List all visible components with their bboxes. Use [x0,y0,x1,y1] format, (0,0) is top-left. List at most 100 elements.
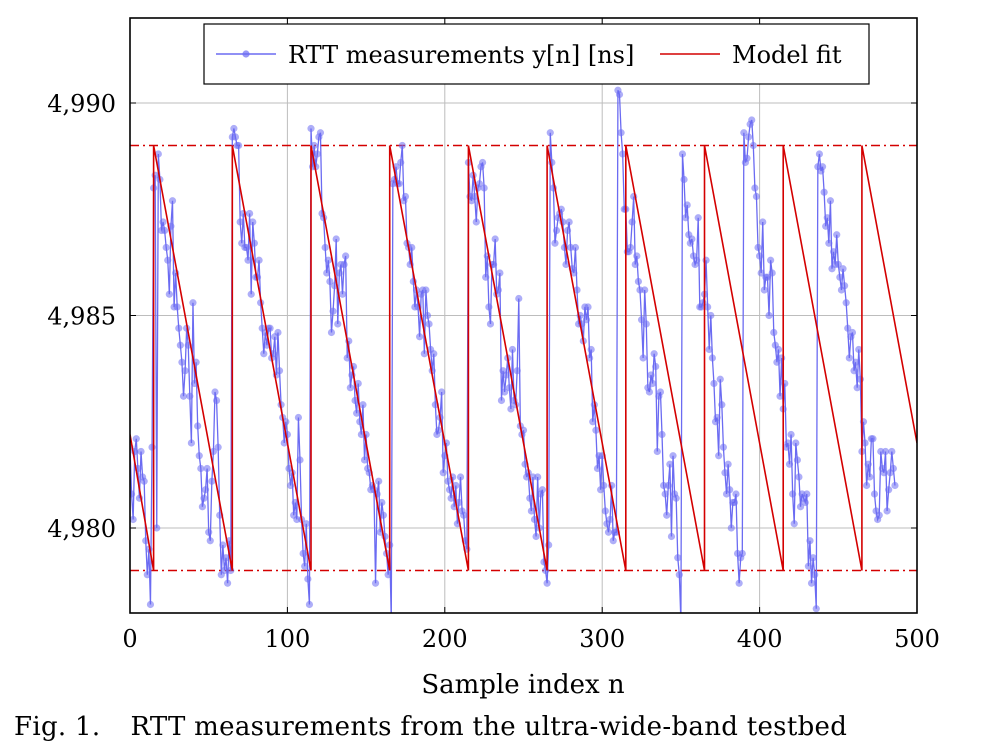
x-tick-label: 100 [264,625,310,653]
data-point [222,554,230,562]
data-point [661,490,669,498]
data-point [420,350,428,358]
data-point [186,392,194,400]
data-point [338,290,347,298]
data-point [189,299,197,307]
data-point [694,214,702,222]
data-point [639,354,647,362]
data-point [130,515,137,524]
data-point [316,129,325,137]
data-point [885,486,893,494]
x-tick-label: 0 [122,625,137,653]
data-point [244,256,252,264]
data-point [740,129,748,137]
data-point [719,443,728,451]
data-point [752,192,761,201]
data-point [759,218,767,226]
data-point [209,447,218,456]
data-point [637,316,646,324]
data-point [848,328,857,337]
data-point [329,307,337,315]
data-point [227,566,235,575]
data-point [631,260,639,269]
data-point [617,129,625,137]
data-point [883,507,891,515]
data-point [763,273,772,281]
y-tick-label: 4,985 [47,303,116,331]
data-point [291,498,299,507]
data-point [793,456,801,464]
data-point [889,464,897,473]
data-point [530,515,539,524]
data-point [175,324,183,332]
data-point [482,273,490,281]
data-point [460,511,468,519]
grid [129,18,918,613]
data-point [260,350,268,358]
data-point [299,549,307,558]
data-point [346,384,354,392]
data-point [266,324,274,332]
data-point [880,469,888,477]
data-point [658,430,666,439]
data-point [647,371,655,379]
data-point [501,388,509,396]
data-point [619,150,627,158]
data-point [784,439,792,447]
data-point [137,447,145,456]
data-point [203,464,211,473]
data-point [472,218,480,226]
data-point [863,481,871,490]
data-point [562,260,570,269]
data-point [159,218,167,226]
data-point [735,579,743,587]
data-point [541,566,550,575]
data-point [494,286,502,294]
data-point [375,477,383,485]
data-point [708,354,716,362]
data-point [179,392,188,400]
data-point [836,273,844,281]
data-point [807,579,816,587]
data-point [721,469,729,477]
data-point [246,209,254,218]
data-point [532,532,540,541]
ticks [129,18,918,613]
data-point [445,486,454,494]
data-point [434,426,443,434]
data-point [220,566,229,575]
data-point [140,477,148,485]
data-point [815,150,824,158]
data-point [626,243,635,252]
data-point [642,320,650,328]
data-point [834,260,842,269]
data-point [881,447,890,456]
data-point [425,320,433,328]
data-point [806,537,814,545]
data-point [343,354,351,362]
x-tick-label: 200 [422,625,468,653]
data-point [545,541,553,549]
data-point [705,345,713,354]
data-point [502,371,510,379]
data-point [401,192,410,201]
data-point [146,600,155,609]
data-point [656,388,665,396]
data-point [296,456,304,464]
data-point [563,226,572,235]
data-point [601,507,609,515]
data-point [388,618,395,625]
rtt-chart: 0 100 200 300 400 500 4,980 4,985 4,990 Sample i… [47,17,940,700]
x-axis-label: Sample index n [421,670,625,700]
data-point [242,243,251,252]
data-point [852,358,860,366]
data-point [633,252,641,260]
data-point [190,379,199,388]
data-point [774,345,783,354]
data-point [760,286,768,294]
data-point [543,579,551,587]
data-point [354,379,362,388]
data-point [829,248,838,256]
series [130,86,917,625]
data-point [508,345,517,354]
